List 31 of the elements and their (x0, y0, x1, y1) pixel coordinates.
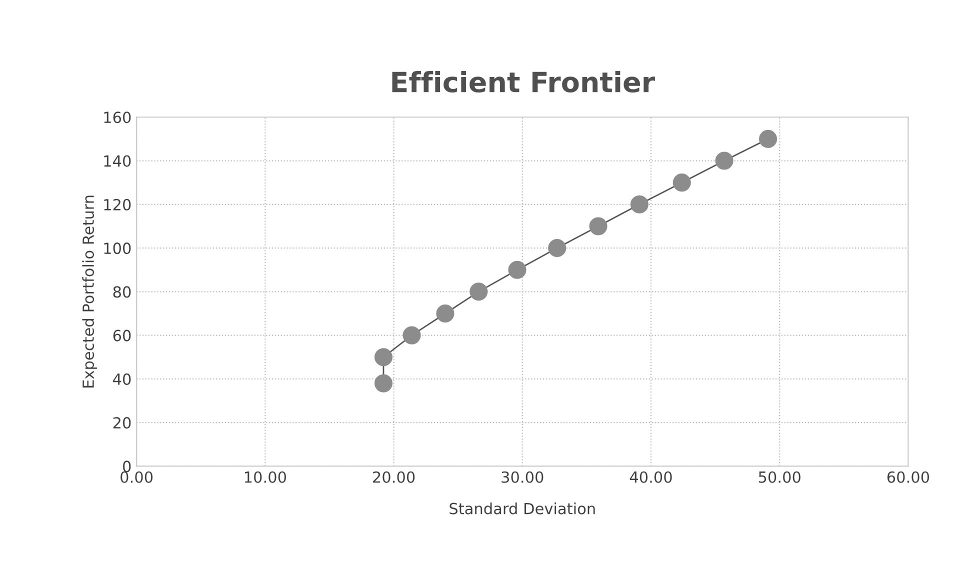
y-tick-label: 100 (104, 242, 131, 254)
point (548, 239, 566, 258)
y-tick-label: 160 (104, 112, 131, 124)
point (672, 174, 691, 192)
y-tick-label: 60 (113, 330, 131, 342)
y-tick-label: 0 (122, 460, 131, 472)
point (436, 304, 454, 323)
y-tick-label: 120 (104, 198, 131, 210)
point (374, 374, 393, 392)
y-tick-label: 40 (113, 373, 131, 385)
x-tick-label: 60.00 (887, 471, 930, 483)
x-axis-title: Standard Deviation (450, 502, 595, 514)
x-tick-label: 10.00 (244, 471, 286, 483)
point (402, 326, 421, 344)
x-tick-label: 0.00 (120, 471, 153, 483)
point (508, 260, 526, 279)
x-tick-label: 20.00 (373, 471, 415, 483)
y-axis-title: Expected Portfolio Return (82, 196, 97, 388)
x-tick-label: 50.00 (758, 471, 800, 483)
point (630, 195, 648, 214)
point (374, 348, 393, 366)
y-tick-label: 20 (113, 417, 131, 429)
y-tick-label: 80 (113, 286, 131, 298)
y-tick-label: 140 (104, 155, 131, 167)
point (470, 282, 488, 301)
x-tick-label: 40.00 (630, 471, 672, 483)
x-tick-label: 30.00 (502, 471, 544, 483)
point (758, 130, 778, 148)
chart-title: Efficient Frontier (392, 71, 655, 93)
point (589, 217, 608, 236)
point (715, 152, 734, 170)
